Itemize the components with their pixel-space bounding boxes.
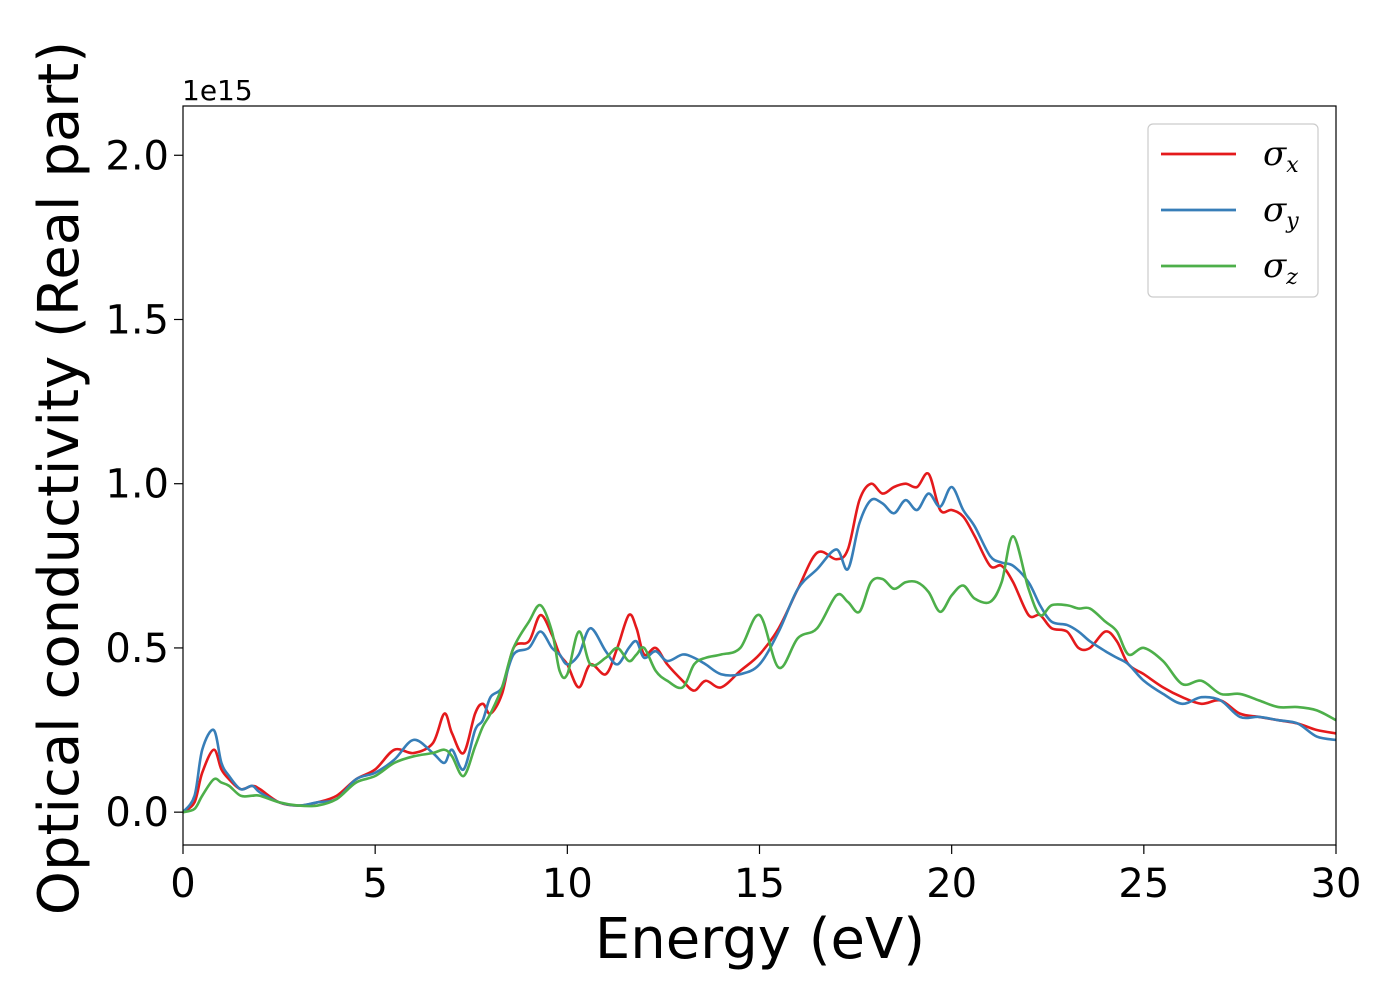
x-axis: 0 5 10 15 20 25 30 — [170, 845, 1361, 907]
legend-subscript: y — [1285, 209, 1299, 234]
plot-area — [183, 106, 1336, 845]
legend-label-y: σy — [1263, 190, 1299, 234]
x-tick-label: 5 — [362, 861, 387, 907]
y-tick-label: 2.0 — [105, 133, 169, 179]
x-tick-label: 0 — [170, 861, 195, 907]
series-line-z — [183, 534, 1336, 814]
series-line-y — [183, 485, 1336, 814]
series-line-x — [183, 471, 1336, 814]
legend-symbol: σ — [1263, 134, 1287, 174]
x-tick-label: 10 — [542, 861, 593, 907]
y-tick-label: 1.5 — [105, 297, 169, 343]
x-axis-title: Energy (eV) — [595, 907, 925, 972]
x-tick-label: 20 — [926, 861, 977, 907]
legend-subscript: z — [1285, 265, 1298, 290]
x-tick-label: 30 — [1311, 861, 1362, 907]
legend-symbol: σ — [1263, 190, 1287, 230]
series-lines — [183, 471, 1336, 814]
legend-subscript: x — [1286, 153, 1299, 178]
y-axis: 0.0 0.5 1.0 1.5 2.0 — [105, 133, 183, 836]
y-tick-label: 0.5 — [105, 626, 169, 672]
y-tick-label: 1.0 — [105, 462, 169, 508]
legend-label-x: σx — [1263, 134, 1299, 178]
y-tick-label: 0.0 — [105, 790, 169, 836]
legend-label-z: σz — [1263, 246, 1298, 290]
y-offset-label: 1e15 — [182, 74, 253, 107]
x-tick-label: 15 — [734, 861, 785, 907]
y-axis-title: Optical conductivity (Real part) — [27, 41, 92, 915]
legend-symbol: σ — [1263, 246, 1287, 286]
x-tick-label: 25 — [1118, 861, 1169, 907]
